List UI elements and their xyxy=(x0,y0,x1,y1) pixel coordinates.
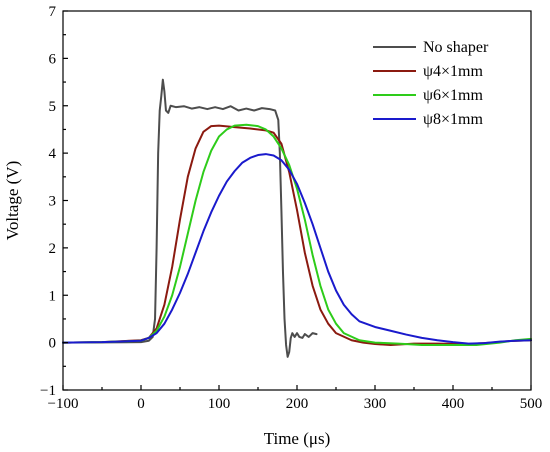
series-layer xyxy=(62,78,532,358)
legend-label-4: ψ8×1mm xyxy=(423,111,483,128)
legend-label-1: No shaper xyxy=(423,39,489,56)
series-line-4 xyxy=(62,153,532,345)
y-tick-label: 7 xyxy=(49,4,57,20)
x-tick-label: 0 xyxy=(137,396,145,412)
y-tick-label: 3 xyxy=(49,194,57,210)
x-tick-label: 200 xyxy=(286,396,309,412)
x-tick-label: −100 xyxy=(48,396,79,412)
y-tick-label: 0 xyxy=(49,336,57,352)
y-tick-label: 6 xyxy=(49,51,57,67)
y-tick-label: 1 xyxy=(49,288,57,304)
x-tick-label: 400 xyxy=(442,396,465,412)
x-tick-label: 100 xyxy=(208,396,231,412)
x-tick-label: 300 xyxy=(364,396,387,412)
y-axis-title: Voltage (V) xyxy=(3,161,22,240)
legend: No shaper ψ4×1mm ψ6×1mm ψ8×1mm xyxy=(373,39,489,128)
x-axis-title: Time (μs) xyxy=(264,429,331,448)
legend-label-2: ψ4×1mm xyxy=(423,63,483,80)
y-tick-label: −1 xyxy=(40,383,56,399)
y-tick-label: 2 xyxy=(49,241,57,257)
y-tick-label: 4 xyxy=(49,146,57,162)
series-line-1 xyxy=(62,78,318,358)
y-tick-label: 5 xyxy=(49,99,57,115)
legend-label-3: ψ6×1mm xyxy=(423,87,483,104)
x-tick-label: 500 xyxy=(520,396,543,412)
series-line-3 xyxy=(62,123,532,346)
ticks-layer: −100 0 100 200 300 400 500 −1 0 1 2 3 4 5 6 7 xyxy=(40,4,542,412)
series-line-2 xyxy=(62,124,532,346)
